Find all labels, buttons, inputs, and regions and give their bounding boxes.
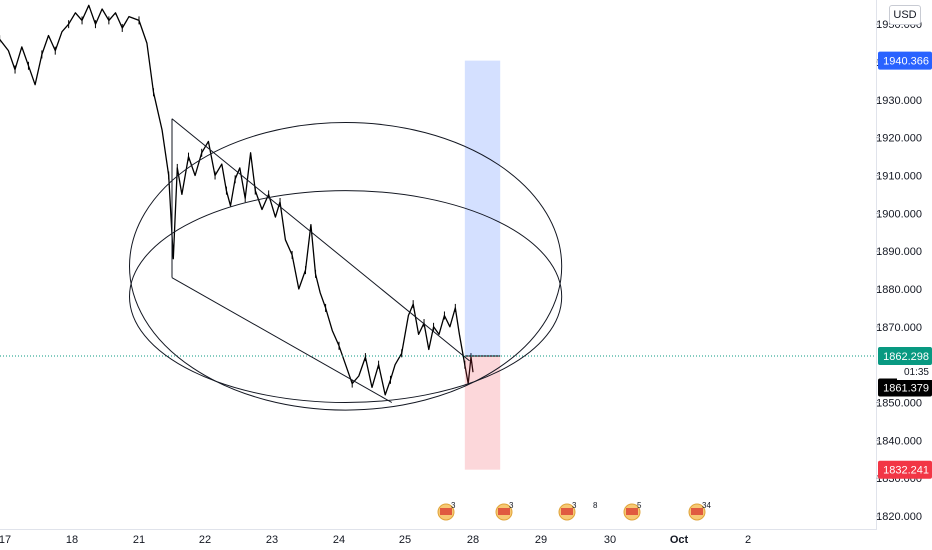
event-count: 34	[702, 501, 711, 510]
event-count: 3	[572, 501, 577, 510]
price-tick-label: 1910.000	[876, 171, 922, 183]
tag-last-bg	[878, 378, 932, 397]
event-count: 5	[637, 501, 642, 510]
time-scale[interactable]: 17 18 21 22 23 24 25 28 29 30 Oct 2	[0, 529, 877, 547]
time-tick-label: Oct	[670, 534, 689, 546]
price-tick-label: 1890.000	[876, 246, 922, 258]
economic-events[interactable]: 3 3 3 5 34 8	[437, 501, 711, 521]
time-tick-label: 30	[604, 534, 616, 546]
tag-stop-bg	[878, 460, 932, 479]
price-tick-label: 1930.000	[876, 95, 922, 107]
flag-stripe	[626, 508, 638, 515]
time-tick-label: 2	[745, 534, 751, 546]
time-tick-label: 25	[399, 534, 411, 546]
bar-countdown: 01:35	[897, 366, 932, 380]
flag-stripe	[691, 508, 703, 515]
price-tick-label: 1900.000	[876, 208, 922, 220]
price-tick-label: 1920.000	[876, 133, 922, 145]
event-count: 3	[451, 501, 456, 510]
ellipse-outer[interactable]	[129, 122, 563, 411]
price-tick-label: 1840.000	[876, 435, 922, 447]
position-target-zone[interactable]	[464, 60, 501, 356]
event-count: 3	[509, 501, 514, 510]
drawing-overlays[interactable]	[0, 60, 876, 470]
time-tick-label: 24	[333, 534, 345, 546]
time-tick-label: 22	[199, 534, 211, 546]
channel-lower-line[interactable]	[171, 277, 393, 403]
time-tick-label: 23	[266, 534, 278, 546]
price-tick-label: 1850.000	[876, 398, 922, 410]
ellipse-inner[interactable]	[129, 190, 563, 404]
flag-stripe	[498, 508, 510, 515]
price-tick-label: 1880.000	[876, 284, 922, 296]
position-stop-zone[interactable]	[464, 355, 501, 470]
tag-entry-text: 1862.298	[883, 351, 929, 363]
flag-stripe	[440, 508, 452, 515]
time-tick-label: 17	[0, 534, 11, 546]
time-tick-label: 28	[467, 534, 479, 546]
time-tick-label: 21	[133, 534, 145, 546]
price-tick-label: 1820.000	[876, 511, 922, 523]
tag-target-bg	[878, 51, 932, 70]
channel-upper-line[interactable]	[171, 118, 470, 362]
price-tick-label: 1870.000	[876, 322, 922, 334]
plot-area[interactable]	[0, 4, 474, 396]
price-series-line	[0, 4, 474, 396]
price-scale[interactable]: 1950.0001940.0001930.0001920.0001910.000…	[876, 0, 932, 529]
tag-entry-bg	[878, 346, 932, 365]
time-tick-label: 29	[535, 534, 547, 546]
tag-stop-text: 1832.241	[883, 465, 929, 477]
event-count: 8	[593, 501, 598, 510]
time-tick-label: 18	[66, 534, 78, 546]
tag-target-text: 1940.366	[883, 56, 929, 68]
tag-last-text: 1861.379	[883, 382, 929, 394]
flag-stripe	[561, 508, 573, 515]
currency-label[interactable]: USD	[889, 5, 921, 25]
